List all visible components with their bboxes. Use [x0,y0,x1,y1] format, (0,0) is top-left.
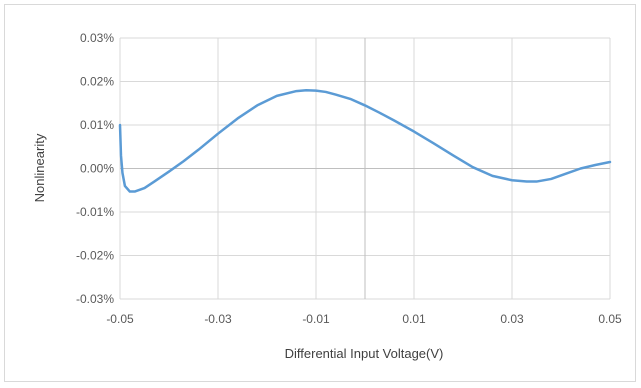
y-tick-label: 0.01% [80,118,114,132]
y-tick-label: -0.01% [76,205,114,219]
zero-line-group [120,38,610,299]
x-tick-label: -0.05 [106,312,134,326]
y-axis-title: Nonlinearity [32,133,47,202]
x-tick-label: 0.05 [598,312,622,326]
series-line-0 [118,88,612,193]
x-tick-label: -0.03 [204,312,232,326]
y-tick-label: 0.03% [80,31,114,45]
x-tick-label: 0.01 [402,312,426,326]
series-layer [118,88,612,193]
y-tick-label: -0.02% [76,249,114,263]
x-tick-label: -0.01 [302,312,330,326]
x-tick-label: 0.03 [500,312,524,326]
y-tick-label: 0.02% [80,75,114,89]
chart-frame [4,4,636,382]
x-tick-labels: -0.05 -0.03 -0.01 0.01 0.03 0.05 [106,312,622,326]
x-axis-title: Differential Input Voltage(V) [285,346,444,361]
y-tick-labels: -0.03% -0.02% -0.01% 0.00% 0.01% 0.02% 0.03% [76,31,114,306]
y-tick-label: 0.00% [80,162,114,176]
y-tick-label: -0.03% [76,292,114,306]
